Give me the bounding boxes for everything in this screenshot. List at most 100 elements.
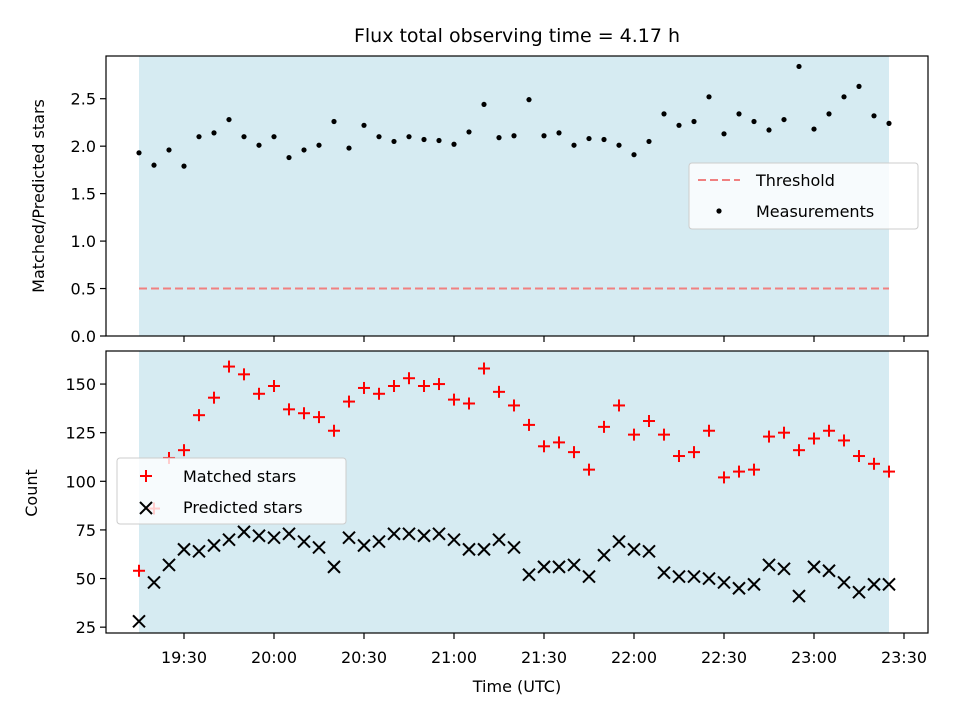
ratio-legend: Threshold Measurements — [688, 162, 919, 230]
measurement-point — [646, 138, 652, 145]
predicted-star-point — [222, 532, 236, 547]
measurement-point — [796, 63, 802, 70]
predicted-star-point — [537, 560, 551, 574]
x-tick-label: 23:30 — [881, 648, 927, 667]
measurement-point — [826, 111, 832, 117]
predicted-star-point — [597, 548, 611, 562]
predicted-star-point — [432, 527, 446, 541]
matched-star-point — [313, 411, 325, 424]
predicted-star-point — [657, 566, 671, 580]
matched-star-point — [523, 418, 535, 431]
predicted-star-point — [312, 540, 326, 555]
predicted-star-point — [417, 529, 431, 543]
predicted-star-point — [582, 569, 596, 584]
matched-star-point — [478, 362, 490, 375]
matched-legend-swatch — [140, 470, 152, 482]
x-tick-label: 22:30 — [701, 648, 747, 667]
x-tick-label: 23:00 — [791, 648, 837, 667]
predicted-star-point — [612, 534, 626, 549]
measurement-point — [676, 122, 682, 128]
matched-star-point — [688, 446, 700, 459]
predicted-star-point — [627, 542, 641, 557]
predicted-star-point — [822, 564, 836, 578]
measurement-point — [616, 142, 622, 148]
matched-star-point — [178, 444, 190, 457]
predicted-star-point — [867, 577, 881, 592]
matched-star-point — [193, 409, 205, 422]
matched-star-point — [613, 399, 625, 412]
matched-star-point — [493, 385, 505, 398]
predicted-legend-swatch — [139, 501, 153, 515]
matched-star-point — [673, 450, 685, 463]
x-tick-label: 22:00 — [611, 648, 657, 667]
measurement-point — [781, 116, 787, 123]
ratio-y-tick-label: 0.0 — [71, 327, 96, 346]
predicted-star-point — [177, 542, 191, 557]
measurement-point — [661, 111, 667, 117]
predicted-star-point — [327, 560, 341, 574]
predicted-star-point — [132, 614, 146, 629]
counts-y-axis-label: Count — [22, 469, 41, 517]
matched-star-point — [463, 397, 475, 410]
matched-star-point — [253, 387, 265, 400]
matched-star-point — [418, 380, 430, 393]
matched-star-point — [778, 426, 790, 439]
predicted-star-point — [387, 527, 401, 541]
measurement-point — [586, 135, 592, 142]
measurement-point — [481, 101, 487, 108]
matched-star-point — [268, 380, 280, 393]
predicted-star-point — [807, 560, 821, 574]
counts-y-tick-label: 25 — [76, 618, 96, 637]
measurement-point — [151, 162, 157, 168]
ratio-y-tick-label: 2.0 — [71, 137, 96, 156]
measurement-point — [766, 127, 772, 133]
matched-star-point — [238, 368, 250, 381]
x-tick-label: 19:30 — [161, 648, 207, 667]
measurement-point — [526, 97, 532, 103]
predicted-star-point — [492, 532, 506, 547]
measurement-point — [181, 163, 187, 169]
matched-star-point — [658, 428, 670, 441]
predicted-star-point — [267, 530, 281, 545]
measurement-point — [316, 142, 322, 148]
predicted-star-point — [522, 567, 536, 582]
measurement-point — [136, 150, 142, 156]
matched-star-point — [718, 471, 730, 484]
measurement-point — [241, 134, 247, 140]
measurement-point — [256, 142, 262, 148]
counts-y-tick-label: 125 — [65, 424, 96, 443]
measurement-point — [811, 126, 817, 132]
measurement-point — [451, 141, 457, 147]
predicted-star-point — [477, 542, 491, 557]
matched-star-point — [403, 372, 415, 385]
matched-star-point — [793, 444, 805, 457]
predicted-star-point — [147, 575, 161, 590]
predicted-star-point — [567, 558, 581, 572]
matched-star-point — [598, 420, 610, 433]
predicted-star-point — [702, 571, 716, 586]
matched-star-point — [868, 457, 880, 470]
predicted-star-point — [192, 544, 206, 559]
x-tick-label: 21:30 — [521, 648, 567, 667]
measurement-point — [691, 118, 697, 125]
matched-star-point — [628, 428, 640, 441]
x-tick-label: 20:00 — [251, 648, 297, 667]
measurement-point — [436, 137, 442, 144]
measurement-point — [841, 94, 847, 100]
measurement-point — [361, 122, 367, 128]
measurement-point — [466, 129, 472, 135]
matched-star-point — [343, 395, 355, 408]
measurement-point — [736, 111, 742, 117]
measurement-point — [271, 134, 277, 140]
measurement-point — [631, 152, 637, 158]
measurement-point — [301, 147, 307, 153]
matched-star-point — [448, 393, 460, 406]
predicted-star-point — [402, 527, 416, 541]
matched-star-point — [703, 424, 715, 437]
predicted-star-point — [462, 542, 476, 557]
matched-star-point — [133, 564, 145, 577]
counts-plot-frame — [105, 350, 929, 634]
matched-star-point — [298, 407, 310, 420]
counts-legend: Matched stars Predicted stars — [116, 457, 347, 525]
